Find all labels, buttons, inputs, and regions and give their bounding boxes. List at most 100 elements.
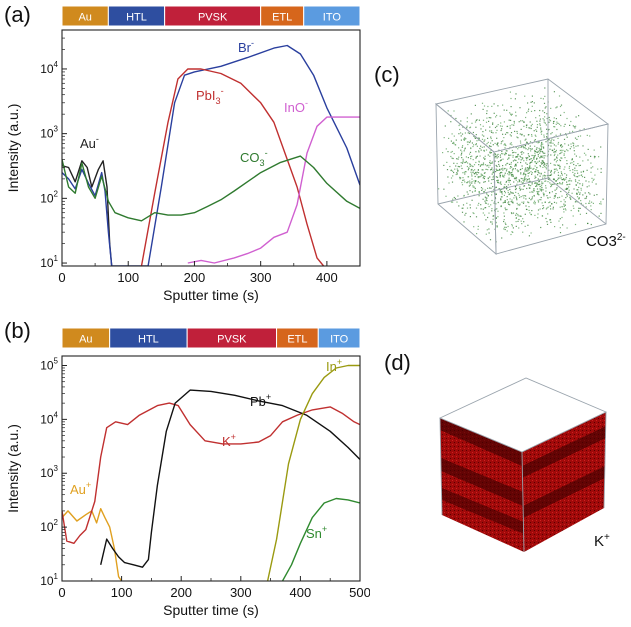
cube-c-dot [600,168,602,170]
cube-c-dot [573,161,575,163]
cube-c-dot [519,140,522,142]
cube-c-dot [530,110,533,112]
cube-c-dot [501,125,503,127]
cube-c-dot [570,120,572,123]
cube-c-dot [555,134,557,136]
cube-c-dot [546,140,549,142]
cube-c-dot [586,195,588,197]
cube-c-dot [572,171,574,173]
cube-c-dot [545,190,547,192]
cube-c-dot [541,147,543,149]
cube-c-dot [476,233,478,235]
cube-c-dot [465,138,467,140]
cube-c-dot [529,141,532,143]
cube-c-dot [519,204,521,206]
cube-c-dot [544,116,546,118]
cube-c-dot [533,155,535,157]
cube-c-dot [542,146,545,148]
cube-c-dot [464,138,466,140]
cube-c-dot [522,120,524,122]
cube-c-dot [541,181,543,183]
cube-c-dot [491,140,493,142]
x-tick-label: 400 [290,585,312,600]
cube-c-dot [539,189,541,191]
cube-c-dot [538,160,540,162]
cube-c-dot [531,191,533,193]
cube-c-dot [545,124,547,126]
cube-c-dot [535,182,537,184]
cube-c-dot [546,223,549,225]
cube-c-dot [456,172,458,174]
cube-c-dot [519,186,521,188]
cube-c-dot [468,185,470,187]
cube-c-dot [567,180,570,182]
cube-c-dot [515,214,517,216]
cube-c-dot [559,149,561,152]
cube-c-dot [531,196,533,198]
cube-c-dot [511,192,513,194]
cube-c-dot [521,167,523,170]
cube-c-dot [531,135,533,137]
cube-c-dot [517,192,519,195]
cube-c-dot [500,183,502,185]
cube-c-dot [493,188,495,190]
cube-c-dot [506,109,508,111]
cube-c-dot [591,201,593,203]
cube-c-dot [569,162,572,164]
cube-c-dot [556,183,558,185]
cube-c-dot [491,105,493,107]
cube-c-dot [504,172,506,174]
cube-c-dot [495,132,497,134]
cube-c-dot [491,173,493,175]
cube-c-dot [499,172,502,174]
cube-c-dot [502,153,504,155]
cube-c-dot [542,177,544,179]
cube-c-dot [529,180,531,182]
cube-c-dot [464,148,466,150]
cube-c-dot [520,172,522,174]
cube-c-dot [539,185,541,188]
cube-c-dot [544,87,546,89]
cube-d-edge-3 [521,451,525,553]
cube-c-dot [517,220,519,222]
cube-c-dot [485,129,487,131]
cube-d-faces [440,412,606,552]
x-tick-label: 100 [117,270,139,285]
cube-c-dot [517,171,519,173]
cube-c-dot [497,161,500,163]
cube-c-dot [491,199,493,202]
cube-c-dot [475,157,477,159]
cube-c-dot [559,175,561,177]
cube-c-dot [487,105,489,108]
cube-c-dot [525,198,527,200]
cube-c-dot [475,151,477,153]
cube-c-dot [573,163,575,166]
cube-c-dot [514,168,516,170]
x-tick-label: 400 [316,270,338,285]
cube-c-dot [516,136,518,138]
cube-c-dot [509,146,511,149]
cube-c-dot [460,154,462,156]
cube-c-dot [474,175,476,178]
layer-label-etl: ETL [272,11,292,23]
cube-c-dot [520,142,522,144]
cube-c-dot [519,155,521,157]
cube-c-dot [584,176,586,178]
cube-c-dot [484,164,487,166]
cube-c-dot [566,160,568,162]
cube-c-dot [452,175,454,177]
cube-c-dot [502,158,504,160]
cube-c-dot [497,145,499,147]
cube-c-dot [486,200,488,202]
cube-c-dot [561,195,563,197]
cube-c-dot [487,187,489,189]
cube-c-dot [464,181,466,183]
cube-c-dot [523,152,525,154]
cube-c-dot [567,187,569,190]
cube-c-dot [443,164,445,166]
cube-c-dot [543,136,545,138]
cube-c-dot [467,132,469,134]
cube-c-dot [561,216,563,219]
cube-c-dot [474,182,476,184]
cube-c-dot [515,188,517,190]
